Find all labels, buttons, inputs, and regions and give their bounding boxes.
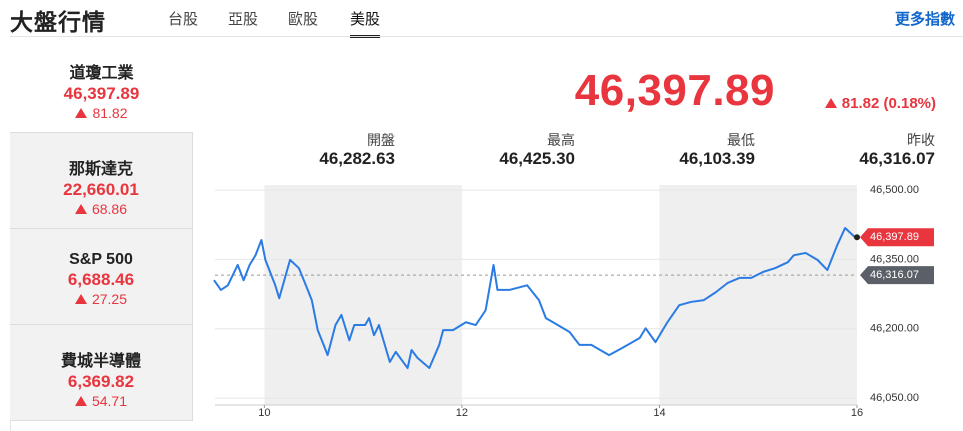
index-name: S&P 500 [69,251,133,268]
quote-change-text: 81.82 (0.18%) [841,95,936,112]
index-value: 6,688.46 [67,270,135,289]
page-title: 大盤行情 [10,9,106,35]
stat-value: 46,316.07 [859,149,935,168]
index-name: 費城半導體 [60,353,141,370]
stat-label: 開盤 [367,132,395,148]
index-value: 6,369.82 [67,372,135,391]
index-change-text: 68.86 [91,201,128,217]
index-change-text: 81.82 [92,105,128,121]
last-flag [860,228,934,247]
price-line [213,226,856,370]
session-band [659,185,857,405]
last-flag-label: 46,397.89 [870,231,919,243]
stat-value: 46,103.39 [679,149,755,168]
stat-value: 46,282.63 [319,149,395,168]
quote-change: 81.82 (0.18%) [824,95,936,112]
up-arrow [824,98,837,108]
index-change: 54.71 [10,393,192,409]
index-item[interactable]: 費城半導體 6,369.82 54.71 [10,325,193,421]
index-name: 道瓊工業 [69,65,134,82]
y-tick-label: 46,350.00 [870,253,919,265]
reference-flag-label: 46,316.07 [870,269,919,281]
index-name: 那斯達克 [68,161,133,178]
index-item[interactable]: 那斯達克 22,660.01 68.86 [10,133,193,229]
more-link[interactable]: 更多指數 [894,11,955,28]
y-tick-label: 46,050.00 [870,392,919,404]
tab[interactable]: 美股 [350,8,381,38]
x-tick-label: 14 [653,407,665,419]
x-tick-label: 16 [851,407,863,419]
quote-price: 46,397.89 [574,66,775,115]
index-change-text: 54.71 [91,393,128,409]
up-arrow [74,294,87,304]
x-tick-label: 10 [258,407,270,419]
index-change: 81.82 [10,105,193,121]
tab[interactable]: 亞股 [228,11,259,28]
stat-label: 昨收 [907,132,935,148]
last-point [854,234,860,241]
x-tick-label: 12 [456,407,468,419]
stat-label: 最低 [727,132,755,148]
up-arrow [75,108,88,118]
tab[interactable]: 台股 [168,11,199,28]
up-arrow [74,396,87,406]
index-item[interactable]: S&P 500 6,688.46 27.25 [10,229,193,325]
index-value: 46,397.89 [63,84,140,103]
up-arrow [74,204,87,214]
index-change: 27.25 [10,291,192,307]
reference-flag [860,266,934,285]
tab[interactable]: 歐股 [288,11,319,28]
index-change-text: 27.25 [91,291,128,307]
y-tick-label: 46,200.00 [870,323,919,335]
stat-value: 46,425.30 [499,149,575,168]
index-value: 22,660.01 [63,180,139,199]
y-tick-label: 46,500.00 [870,184,919,196]
index-item[interactable]: 道瓊工業 46,397.89 81.82 [10,37,193,133]
index-change: 68.86 [10,201,192,217]
stat-label: 最高 [547,132,575,148]
